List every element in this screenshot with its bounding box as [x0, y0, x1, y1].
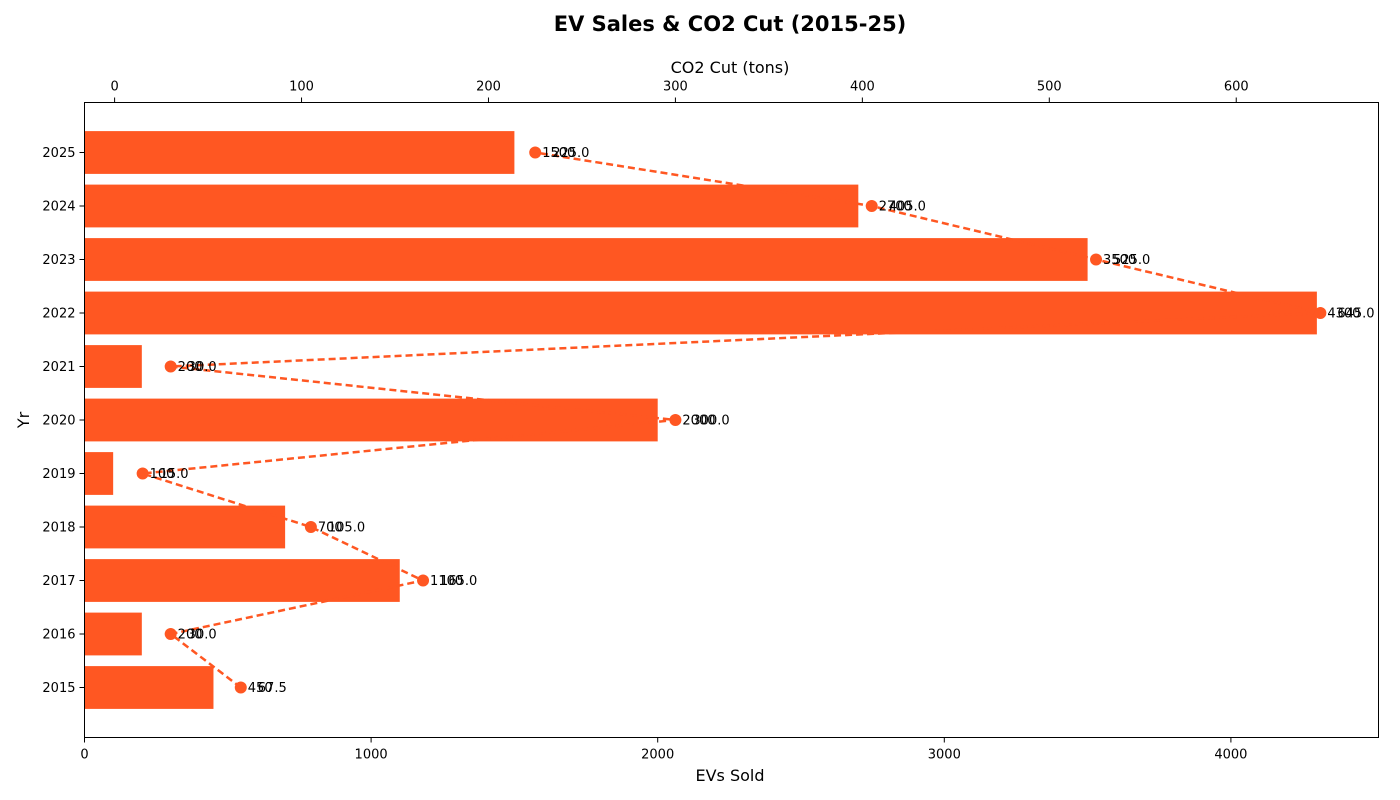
bar-value-label: 200	[178, 360, 203, 375]
bar-value-label: 100	[150, 467, 175, 482]
chart-title: EV Sales & CO2 Cut (2015-25)	[554, 12, 907, 36]
bottom-tick-label: 0	[80, 748, 88, 763]
bottom-tick-label: 3000	[928, 748, 961, 763]
y-tick-label: 2015	[42, 681, 75, 696]
co2-point	[136, 467, 149, 480]
y-tick-label: 2025	[42, 146, 75, 161]
co2-value-label: 67.5	[258, 681, 287, 696]
bottom-tick-label: 1000	[355, 748, 388, 763]
co2-value-label: 300.0	[692, 414, 729, 429]
co2-point	[417, 574, 430, 587]
y-tick-label: 2016	[42, 628, 75, 643]
y-axis-label: Yr	[14, 411, 33, 429]
y-tick-label: 2017	[42, 574, 75, 589]
bottom-tick-label: 2000	[641, 748, 674, 763]
bar-value-label: 1100	[430, 574, 463, 589]
co2-value-label: 405.0	[889, 200, 926, 215]
co2-value-label: 30.0	[188, 628, 217, 643]
co2-value-label: 645.0	[1337, 307, 1374, 322]
co2-point	[164, 360, 177, 373]
co2-point	[304, 521, 317, 533]
bar-value-label: 450	[248, 681, 273, 696]
y-tick-label: 2021	[42, 360, 75, 375]
bar-value-label: 200	[178, 628, 203, 643]
co2-value-label: 165.0	[440, 574, 477, 589]
bar	[84, 291, 1317, 335]
bar	[84, 131, 515, 174]
bottom-axis-label: EVs Sold	[695, 766, 764, 785]
bar	[84, 612, 142, 656]
y-tick-label: 2019	[42, 467, 75, 482]
co2-value-label: 105.0	[328, 521, 365, 536]
bar	[84, 666, 214, 709]
bar	[84, 184, 859, 228]
co2-point	[164, 628, 177, 640]
bar-value-label: 2000	[682, 414, 715, 429]
co2-point	[669, 414, 682, 426]
co2-value-label: 15.0	[160, 467, 189, 482]
y-tick-label: 2020	[42, 414, 75, 429]
co2-point	[529, 146, 542, 159]
bar-value-label: 3500	[1103, 253, 1136, 268]
bar-value-label: 1500	[542, 146, 575, 161]
y-tick-label: 2023	[42, 253, 75, 268]
top-tick-label: 100	[289, 80, 314, 95]
bar-value-label: 2700	[879, 200, 912, 215]
co2-point	[1090, 253, 1103, 266]
top-axis-label: CO2 Cut (tons)	[671, 58, 790, 77]
co2-value-label: 525.0	[1113, 253, 1150, 268]
top-tick-label: 500	[1037, 80, 1062, 95]
bar	[84, 238, 1088, 281]
y-tick-label: 2018	[42, 521, 75, 536]
y-tick-label: 2024	[42, 200, 75, 215]
co2-value-label: 225.0	[552, 146, 589, 161]
bar	[84, 398, 658, 442]
y-tick-label: 2022	[42, 307, 75, 322]
co2-point	[234, 681, 247, 694]
bar-value-label: 700	[318, 521, 343, 536]
bar	[84, 505, 286, 549]
co2-point	[865, 200, 878, 212]
bar-value-label: 4300	[1327, 307, 1360, 322]
co2-point	[1314, 307, 1327, 319]
top-tick-label: 400	[850, 80, 875, 95]
top-tick-label: 300	[663, 80, 688, 95]
top-tick-label: 600	[1224, 80, 1249, 95]
bar	[84, 345, 142, 388]
co2-value-label: 30.0	[188, 360, 217, 375]
bottom-tick-label: 4000	[1214, 748, 1247, 763]
top-tick-label: 200	[476, 80, 501, 95]
bar	[84, 559, 400, 602]
bar	[84, 452, 114, 495]
plot-area: 45067.520030.01100165.0700105.010015.020…	[42, 80, 1379, 763]
top-tick-label: 0	[110, 80, 118, 95]
